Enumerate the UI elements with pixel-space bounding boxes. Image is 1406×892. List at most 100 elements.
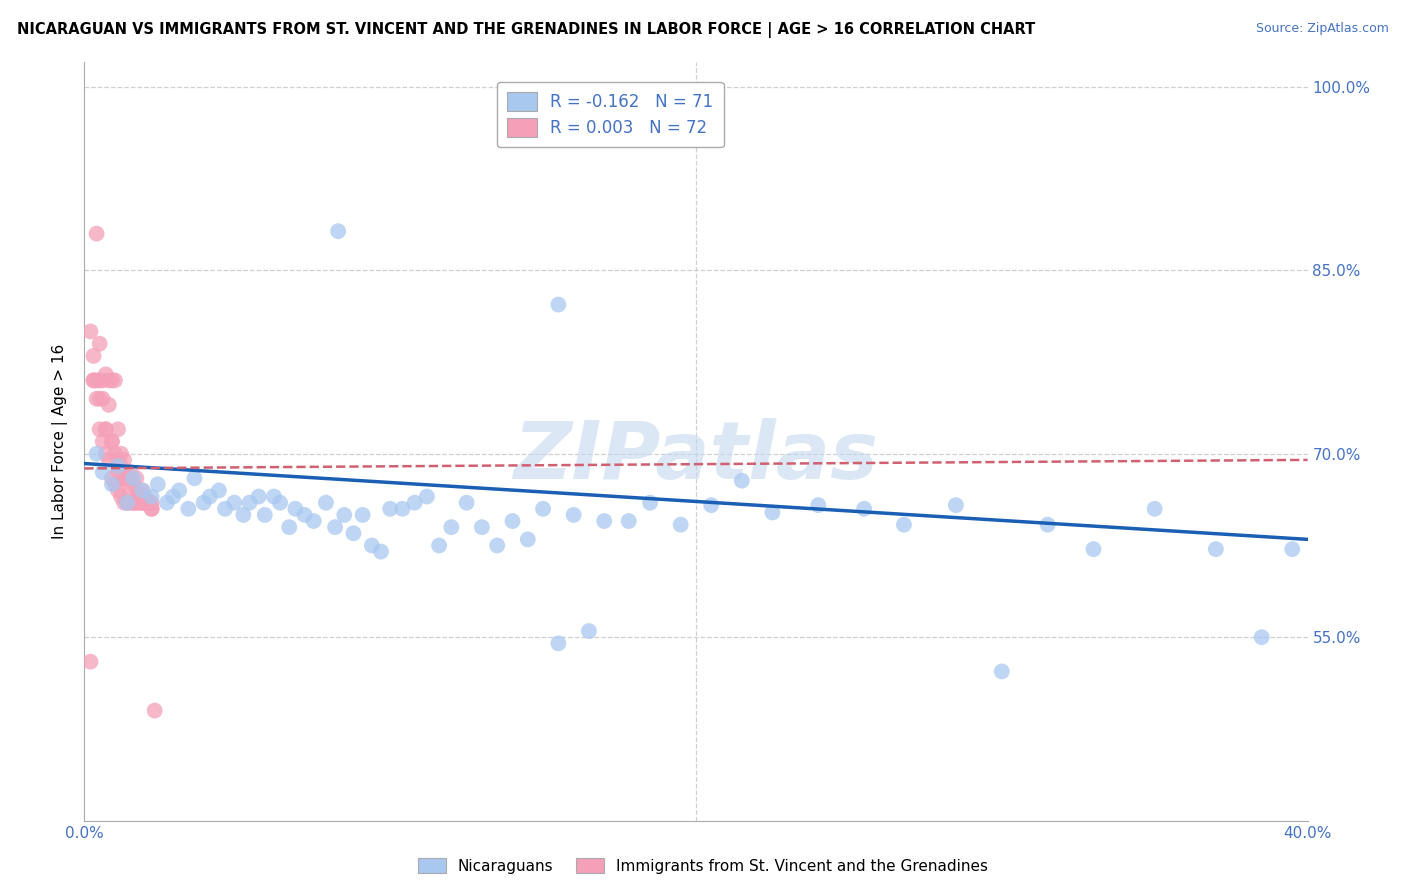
Point	[83, 373, 105, 387]
Point	[135, 496, 157, 510]
Point	[315, 496, 337, 510]
Point	[1205, 542, 1227, 557]
Point	[404, 496, 426, 510]
Point	[125, 490, 148, 504]
Point	[86, 447, 108, 461]
Point	[669, 517, 692, 532]
Point	[89, 373, 111, 387]
Point	[471, 520, 494, 534]
Point	[110, 447, 132, 461]
Point	[97, 398, 120, 412]
Point	[1250, 630, 1272, 644]
Point	[122, 496, 145, 510]
Point	[456, 496, 478, 510]
Point	[208, 483, 231, 498]
Point	[131, 496, 153, 510]
Point	[893, 517, 915, 532]
Point	[131, 483, 153, 498]
Point	[991, 665, 1014, 679]
Point	[486, 539, 509, 553]
Point	[945, 498, 967, 512]
Point	[141, 490, 163, 504]
Point	[94, 422, 117, 436]
Point	[156, 496, 179, 510]
Point	[89, 392, 111, 406]
Point	[115, 496, 138, 510]
Point	[79, 325, 101, 339]
Point	[302, 514, 325, 528]
Point	[391, 501, 413, 516]
Point	[79, 655, 101, 669]
Point	[141, 501, 163, 516]
Point	[104, 373, 127, 387]
Point	[107, 453, 129, 467]
Point	[115, 471, 138, 485]
Y-axis label: In Labor Force | Age > 16: In Labor Force | Age > 16	[52, 344, 69, 539]
Text: Source: ZipAtlas.com: Source: ZipAtlas.com	[1256, 22, 1389, 36]
Point	[107, 458, 129, 473]
Point	[83, 349, 105, 363]
Point	[547, 297, 569, 311]
Point	[183, 471, 205, 485]
Point	[141, 496, 163, 510]
Point	[761, 506, 783, 520]
Point	[107, 465, 129, 479]
Point	[94, 422, 117, 436]
Point	[112, 453, 135, 467]
Point	[138, 496, 160, 510]
Point	[128, 490, 150, 504]
Point	[120, 496, 142, 510]
Point	[101, 434, 124, 449]
Point	[1036, 517, 1059, 532]
Point	[120, 471, 142, 485]
Point	[86, 392, 108, 406]
Point	[224, 496, 246, 510]
Point	[617, 514, 640, 528]
Point	[342, 526, 364, 541]
Point	[516, 533, 538, 547]
Point	[167, 483, 190, 498]
Point	[135, 490, 157, 504]
Point	[104, 447, 127, 461]
Point	[125, 496, 148, 510]
Point	[120, 465, 142, 479]
Point	[115, 496, 138, 510]
Point	[352, 508, 374, 522]
Point	[104, 477, 127, 491]
Legend: Nicaraguans, Immigrants from St. Vincent and the Grenadines: Nicaraguans, Immigrants from St. Vincent…	[412, 852, 994, 880]
Point	[360, 539, 382, 553]
Point	[94, 368, 117, 382]
Point	[1281, 542, 1303, 557]
Point	[138, 496, 160, 510]
Point	[328, 224, 350, 238]
Point	[177, 501, 200, 516]
Point	[128, 490, 150, 504]
Point	[263, 490, 285, 504]
Point	[731, 474, 754, 488]
Point	[112, 471, 135, 485]
Point	[112, 496, 135, 510]
Point	[370, 544, 392, 558]
Point	[427, 539, 450, 553]
Point	[94, 447, 117, 461]
Point	[115, 496, 138, 510]
Point	[131, 483, 153, 498]
Point	[135, 496, 157, 510]
Point	[146, 477, 169, 491]
Point	[122, 477, 145, 491]
Point	[86, 227, 108, 241]
Point	[416, 490, 439, 504]
Point	[91, 465, 114, 479]
Point	[91, 392, 114, 406]
Point	[323, 520, 346, 534]
Point	[107, 422, 129, 436]
Point	[86, 373, 108, 387]
Point	[83, 373, 105, 387]
Point	[193, 496, 215, 510]
Point	[214, 501, 236, 516]
Point	[198, 490, 221, 504]
Point	[440, 520, 463, 534]
Point	[232, 508, 254, 522]
Point	[91, 434, 114, 449]
Point	[138, 496, 160, 510]
